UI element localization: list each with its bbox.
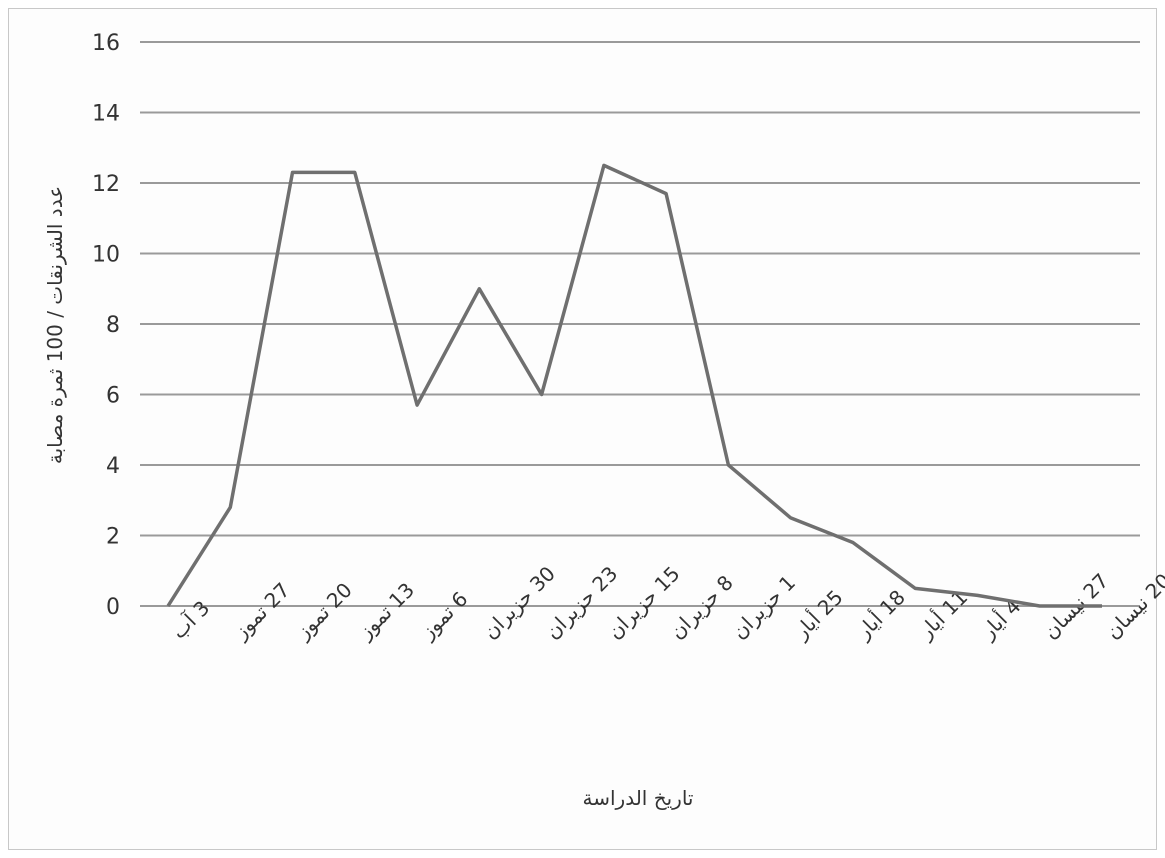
y-tick-label: 2 bbox=[106, 525, 120, 550]
x-axis-title: تاريخ الدراسة bbox=[583, 786, 694, 810]
y-tick-label: 8 bbox=[106, 313, 120, 338]
y-tick-label: 0 bbox=[106, 595, 120, 620]
y-tick-label: 16 bbox=[92, 31, 120, 56]
y-tick-label: 6 bbox=[106, 384, 120, 409]
x-tick-label: 27 تموز bbox=[228, 578, 294, 644]
x-tick-label: 25 أيار bbox=[788, 584, 848, 644]
y-tick-label: 10 bbox=[92, 243, 120, 268]
x-tick-label: 13 تموز bbox=[353, 578, 419, 644]
y-tick-label: 12 bbox=[92, 172, 120, 197]
chart-frame bbox=[8, 8, 1157, 850]
y-axis-ticks: 0 2 4 6 8 10 12 14 16 bbox=[92, 31, 120, 620]
y-tick-label: 14 bbox=[92, 102, 120, 127]
x-tick-label: 20 تموز bbox=[290, 578, 356, 644]
gridlines bbox=[140, 41, 1140, 607]
x-tick-label: 3 آب bbox=[166, 595, 214, 643]
x-tick-label: 18 أيار bbox=[850, 584, 910, 644]
y-tick-label: 4 bbox=[106, 454, 120, 479]
series-line bbox=[166, 163, 1102, 608]
y-axis-title: عدد الشرنقات / 100 ثمرة مصابة bbox=[43, 186, 67, 464]
x-tick-label: 6 تموز bbox=[415, 587, 472, 644]
